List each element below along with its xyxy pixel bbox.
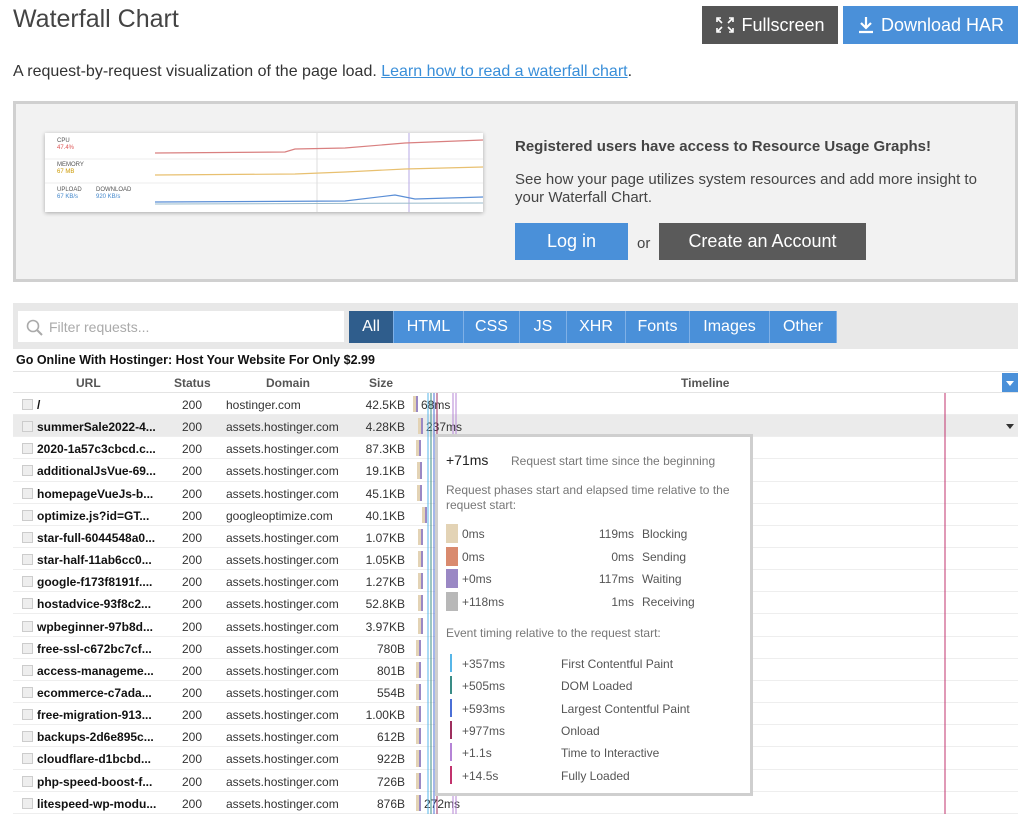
phases-label: Request phases start and elapsed time re… (446, 483, 741, 513)
start-label: Request start time since the beginning (511, 454, 715, 468)
phase-start: +0ms (462, 572, 492, 586)
filter-tab[interactable]: XHR (567, 311, 626, 343)
phase-name: Sending (642, 550, 686, 564)
event-marker (450, 654, 452, 672)
start-time: +71ms (446, 452, 488, 468)
phase-swatch (446, 569, 458, 588)
phase-elapsed: 1ms (611, 595, 634, 609)
event-name: DOM Loaded (561, 679, 632, 693)
filter-tab[interactable]: HTML (394, 311, 464, 343)
filter-tab[interactable]: CSS (464, 311, 520, 343)
event-name: Largest Contentful Paint (561, 702, 690, 716)
timing-tooltip: +71ms Request start time since the begin… (435, 434, 753, 796)
filter-tab[interactable]: Images (690, 311, 770, 343)
phase-start: 0ms (462, 527, 485, 541)
event-marker (450, 721, 452, 739)
events-label: Event timing relative to the request sta… (446, 626, 661, 640)
phase-start: +118ms (462, 595, 504, 609)
phase-elapsed: 117ms (599, 572, 634, 586)
event-time: +357ms (462, 657, 505, 671)
phase-elapsed: 0ms (611, 550, 634, 564)
phase-name: Receiving (642, 595, 695, 609)
phase-swatch (446, 592, 458, 611)
event-time: +14.5s (462, 769, 498, 783)
event-name: Onload (561, 724, 600, 738)
event-marker (450, 766, 452, 784)
event-time: +1.1s (462, 746, 492, 760)
event-name: Fully Loaded (561, 769, 630, 783)
filter-tab[interactable]: Fonts (626, 311, 690, 343)
filter-tab[interactable]: Other (770, 311, 837, 343)
event-time: +593ms (462, 702, 505, 716)
event-marker (450, 676, 452, 694)
event-marker (450, 743, 452, 761)
event-marker (450, 699, 452, 717)
phase-swatch (446, 547, 458, 566)
phase-elapsed: 119ms (599, 527, 634, 541)
event-name: Time to Interactive (561, 746, 659, 760)
filter-tab[interactable]: All (349, 311, 394, 343)
event-name: First Contentful Paint (561, 657, 673, 671)
event-time: +505ms (462, 679, 505, 693)
event-time: +977ms (462, 724, 505, 738)
phase-start: 0ms (462, 550, 485, 564)
phase-swatch (446, 524, 458, 543)
filter-tab[interactable]: JS (520, 311, 567, 343)
phase-name: Blocking (642, 527, 687, 541)
phase-name: Waiting (642, 572, 682, 586)
